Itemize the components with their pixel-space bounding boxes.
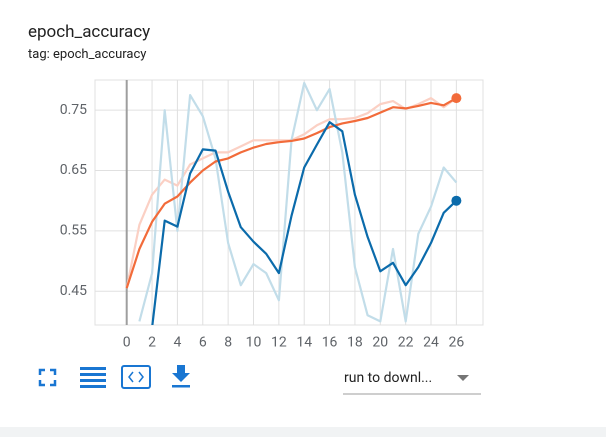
fullscreen-icon[interactable] [38,368,57,387]
end-marker [451,195,462,206]
plot-frame [94,79,484,326]
chart-title: epoch_accuracy [28,22,150,42]
x-tick-label: 16 [322,335,338,351]
y-tick-label: 0.55 [60,223,87,239]
run-select[interactable]: run to downl... [344,370,432,386]
y-tick-label: 0.45 [60,283,87,299]
x-tick-label: 14 [296,335,312,351]
series-line [138,81,458,323]
end-marker [451,93,462,104]
x-tick-label: 8 [224,335,232,351]
x-tick-label: 22 [398,335,414,351]
y-tick-label: 0.75 [60,102,87,118]
lines [125,81,458,325]
y-tick-label: 0.65 [60,162,87,178]
x-tick-label: 12 [271,335,287,351]
fit-domain-icon[interactable] [121,365,151,389]
x-tick-label: 26 [448,335,464,351]
series-line [151,121,458,325]
x-tick-label: 0 [123,335,131,351]
footer-bar [0,427,606,437]
chart-subtitle: tag: epoch_accuracy [28,47,146,62]
download-icon[interactable] [172,365,190,388]
series-line [125,97,458,289]
x-tick-label: 6 [199,335,207,351]
x-tick-label: 24 [423,335,439,351]
x-tick-label: 18 [347,335,363,351]
x-tick-label: 10 [246,335,262,351]
x-tick-label: 2 [148,335,156,351]
toggle-y-log-icon[interactable] [80,367,106,388]
x-tick-label: 20 [372,335,388,351]
series-line [125,97,457,289]
x-tick-label: 4 [173,335,181,351]
labels: 0.450.550.650.750 2 4 6 8 10 12 14 16 18 20 22 24 26 [60,102,465,351]
grid [95,80,483,325]
dropdown-arrow[interactable] [457,375,469,381]
